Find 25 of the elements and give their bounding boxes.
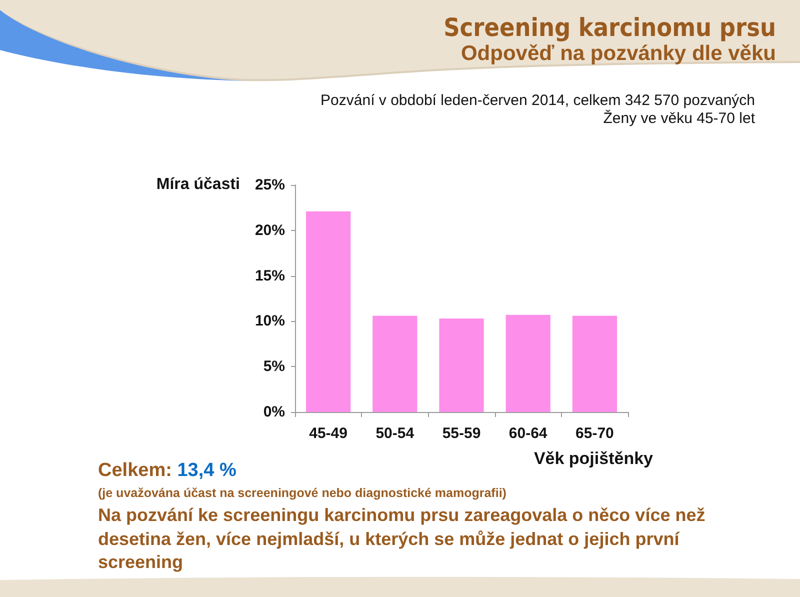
bar <box>306 211 351 412</box>
bar <box>506 314 550 412</box>
text: Ženy ve věku 45-70 let <box>603 110 755 127</box>
x-tick-label: 60-64 <box>508 425 548 442</box>
y-tick-label: 25% <box>254 176 285 194</box>
x-tick-label: 55-59 <box>442 425 481 442</box>
chart-title: Screening karcinomu prsu <box>444 13 776 42</box>
bar <box>572 316 618 412</box>
bar <box>372 316 418 412</box>
text: Celkem: 13,4 % <box>98 460 236 481</box>
text: Na pozvání ke screeningu karcinomu prsu zareagovala o něco více než desetina žen, více nejmladší, u kterých se může jednat o jejich první screening <box>98 504 706 574</box>
x-tick-label: 50-54 <box>376 425 415 442</box>
chart-subtitle: Odpověď na pozvánky dle věku <box>460 42 776 66</box>
text: (je uvažována účast na screeningové nebo diagnostické mamografii) <box>98 486 506 500</box>
y-tick-label: 0% <box>263 404 285 420</box>
text: Pozvání v období leden-červen 2014, celkem 342 570 pozvaných <box>320 92 755 109</box>
bar <box>439 318 484 412</box>
y-tick-label: 20% <box>254 222 285 239</box>
y-tick-label: 15% <box>254 267 285 284</box>
y-tick-label: 10% <box>254 312 285 330</box>
x-tick-label: 45-49 <box>309 425 348 442</box>
x-axis-title: Věk pojištěnky <box>534 449 653 469</box>
y-tick-label: 5% <box>263 358 285 376</box>
y-axis-title: Míra účasti <box>156 176 240 194</box>
x-tick-label: 65-70 <box>576 425 614 442</box>
